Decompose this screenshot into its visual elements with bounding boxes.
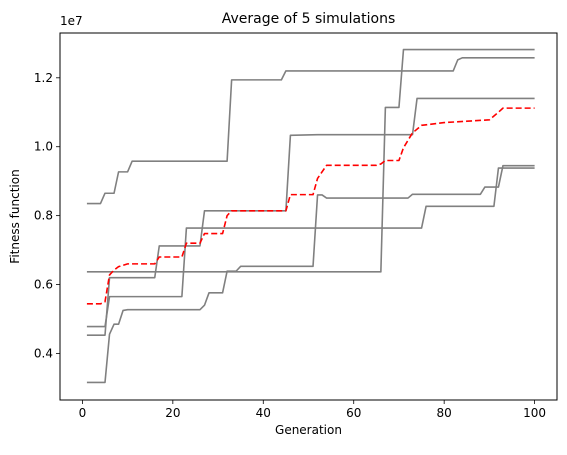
y-offset-label: 1e7 [60, 14, 83, 28]
plot-series [86, 48, 535, 384]
simulation-series-line-1 [86, 57, 535, 205]
y-tick-label: 1.2 [34, 71, 53, 85]
plot-frame [59, 32, 558, 401]
x-tick-label: 0 [79, 406, 87, 420]
simulation-series-line-4 [86, 97, 535, 337]
y-axis: 0.4 0.6 0.8 1.0 1.2 [34, 71, 60, 360]
chart-title: Average of 5 simulations [222, 11, 396, 27]
x-tick-label: 80 [437, 406, 452, 420]
x-axis-label: Generation [275, 423, 342, 437]
y-axis-label: Fitness function [8, 169, 22, 263]
simulation-series-line-2 [86, 48, 535, 273]
y-tick-label: 0.6 [34, 278, 53, 292]
simulation-series-line-5 [86, 164, 535, 384]
average-series-line [86, 107, 535, 305]
y-tick-label: 1.0 [34, 140, 53, 154]
x-tick-label: 60 [346, 406, 361, 420]
x-tick-label: 100 [523, 406, 546, 420]
x-axis: 0 20 40 60 80 100 [79, 400, 546, 420]
y-tick-label: 0.4 [34, 346, 53, 360]
x-tick-label: 20 [165, 406, 180, 420]
y-tick-label: 0.8 [34, 209, 53, 223]
x-tick-label: 40 [256, 406, 271, 420]
